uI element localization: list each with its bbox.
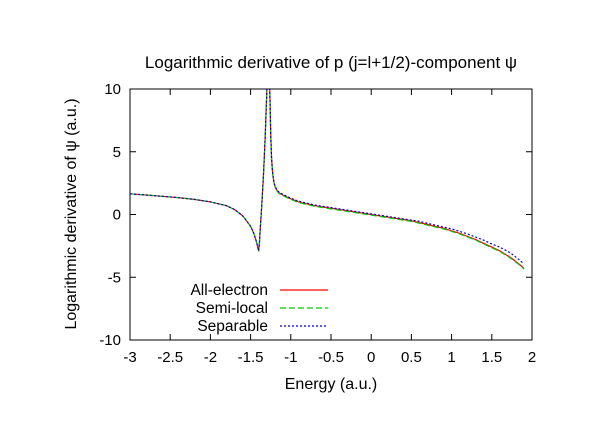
series-group [130,89,525,270]
x-ticks: -3 -2.5 -2 -1.5 -1 -0.5 0 0.5 1 1.5 2 [123,89,536,366]
legend-label: Semi-local [196,300,268,317]
y-tick-label: -10 [99,332,121,349]
y-axis-label: Logarithmic derivative of ψ (a.u.) [63,98,80,329]
y-tick-label: 0 [113,207,121,224]
x-tick-label: -1 [284,349,297,366]
legend-label: All-electron [190,282,268,299]
x-tick-label: -2 [204,349,217,366]
y-tick-label: 5 [113,144,121,161]
plot-frame [129,88,533,341]
y-tick-label: 10 [104,81,121,98]
x-tick-label: -0.5 [318,349,344,366]
series-line-all-electron [130,89,525,269]
x-tick-label: 0 [367,349,375,366]
x-tick-label: -3 [123,349,136,366]
x-axis-label: Energy (a.u.) [285,376,377,393]
x-tick-label: -2.5 [157,349,183,366]
series-line-semi-local [130,89,525,270]
legend-label: Separable [197,318,268,335]
series-line-separable [130,89,525,265]
x-tick-label: 2 [528,349,536,366]
y-tick-label: -5 [108,269,121,286]
y-ticks: -10 -5 0 5 10 [99,81,532,349]
x-tick-label: 1.5 [481,349,502,366]
chart-title: Logarithmic derivative of p (j=l+1/2)-co… [145,53,517,72]
x-tick-label: -1.5 [238,349,264,366]
x-tick-label: 0.5 [401,349,422,366]
x-tick-label: 1 [447,349,455,366]
